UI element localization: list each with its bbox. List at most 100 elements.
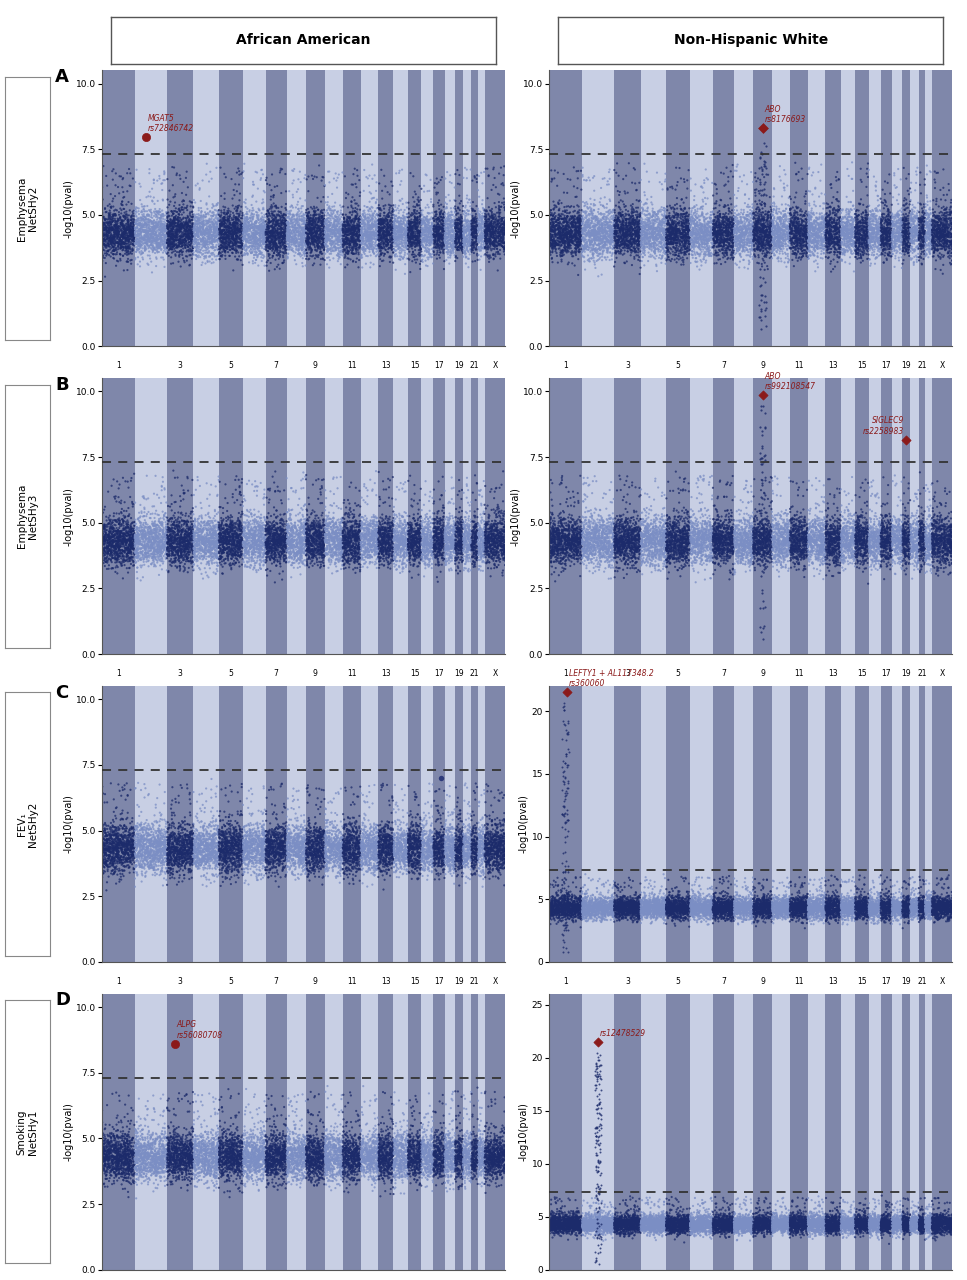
Point [671,887,687,908]
Point [392,237,407,257]
Point [684,526,699,547]
Point [104,522,120,543]
Point [707,532,722,553]
Point [900,888,916,909]
Point [146,1157,161,1178]
Point [866,1213,882,1234]
Point [173,841,189,861]
Point [584,506,600,526]
Point [689,535,705,556]
Point [248,521,263,541]
Point [585,471,601,492]
Point [359,831,374,851]
Point [181,216,196,237]
Point [108,163,124,183]
Point [428,1152,444,1172]
Point [843,1194,859,1215]
Point [349,1170,365,1190]
Point [861,220,876,241]
Point [945,532,960,553]
Point [871,1213,887,1234]
Point [586,526,601,547]
Point [940,868,955,888]
Point [401,1156,417,1176]
Point [360,846,375,867]
Point [688,201,703,221]
Point [746,1211,761,1231]
Point [723,892,739,913]
Point [571,219,587,239]
Point [911,1222,926,1243]
Point [894,893,909,914]
Point [929,525,945,545]
Point [334,229,349,250]
Point [359,824,374,845]
Point [595,892,610,913]
Point [366,238,382,259]
Point [428,218,444,238]
Point [225,209,241,229]
Point [179,534,194,554]
Point [877,511,893,531]
Point [217,1162,232,1183]
Point [586,230,601,251]
Point [236,841,251,861]
Point [493,1140,509,1161]
Point [580,210,596,230]
Point [268,1135,283,1156]
Point [809,237,825,257]
Point [838,896,854,916]
Point [106,531,122,552]
Point [437,832,453,852]
Point [341,1143,357,1164]
Point [872,206,888,227]
Point [882,237,897,257]
Point [804,1203,819,1224]
Point [238,236,253,256]
Point [808,891,824,911]
Point [418,530,433,550]
Point [454,817,470,837]
Point [860,548,875,568]
Point [169,1147,185,1167]
Point [932,895,948,915]
Point [255,218,271,238]
Point [301,1148,316,1169]
Point [740,1216,755,1236]
Point [583,223,599,243]
Point [793,1211,808,1231]
Point [450,534,465,554]
Point [154,841,169,861]
Point [470,1155,485,1175]
Point [685,899,700,919]
Point [800,544,815,564]
Point [460,847,476,868]
Point [909,521,924,541]
Point [495,854,511,874]
Point [129,206,144,227]
Point [442,850,457,870]
Point [174,1146,190,1166]
Point [148,831,163,851]
Point [130,522,145,543]
Point [301,1153,316,1174]
Point [163,1152,179,1172]
Point [163,220,179,241]
Point [405,1130,421,1151]
Point [688,251,703,271]
Point [629,189,644,210]
Point [750,543,766,563]
Point [321,161,337,182]
Point [673,1221,689,1242]
Point [308,531,324,552]
Point [364,863,379,883]
Point [403,227,419,247]
Point [562,229,577,250]
Point [666,1207,682,1228]
Point [794,545,809,566]
Point [261,227,277,247]
Point [718,900,734,920]
Point [132,524,147,544]
Point [906,239,922,260]
Point [931,539,947,559]
